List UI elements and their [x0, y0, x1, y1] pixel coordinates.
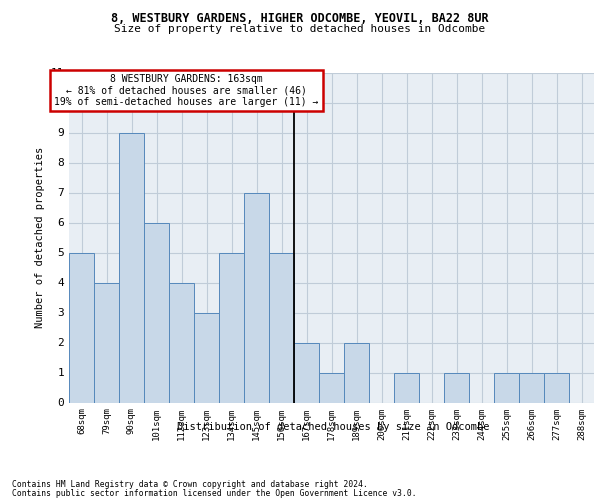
Text: 8 WESTBURY GARDENS: 163sqm
← 81% of detached houses are smaller (46)
19% of semi: 8 WESTBURY GARDENS: 163sqm ← 81% of deta… [55, 74, 319, 107]
Bar [119, 132, 144, 402]
Bar [219, 252, 244, 402]
Bar [194, 312, 219, 402]
Text: Distribution of detached houses by size in Odcombe: Distribution of detached houses by size … [177, 422, 489, 432]
Bar [519, 372, 544, 402]
Bar [444, 372, 469, 402]
Bar [244, 192, 269, 402]
Text: Contains public sector information licensed under the Open Government Licence v3: Contains public sector information licen… [12, 488, 416, 498]
Bar [294, 342, 319, 402]
Bar [69, 252, 94, 402]
Bar [94, 282, 119, 403]
Bar [344, 342, 369, 402]
Bar [144, 222, 169, 402]
Bar [269, 252, 294, 402]
Text: Size of property relative to detached houses in Odcombe: Size of property relative to detached ho… [115, 24, 485, 34]
Text: Contains HM Land Registry data © Crown copyright and database right 2024.: Contains HM Land Registry data © Crown c… [12, 480, 368, 489]
Bar [394, 372, 419, 402]
Bar [319, 372, 344, 402]
Bar [169, 282, 194, 403]
Text: 8, WESTBURY GARDENS, HIGHER ODCOMBE, YEOVIL, BA22 8UR: 8, WESTBURY GARDENS, HIGHER ODCOMBE, YEO… [111, 12, 489, 26]
Y-axis label: Number of detached properties: Number of detached properties [35, 147, 45, 328]
Bar [544, 372, 569, 402]
Bar [494, 372, 519, 402]
